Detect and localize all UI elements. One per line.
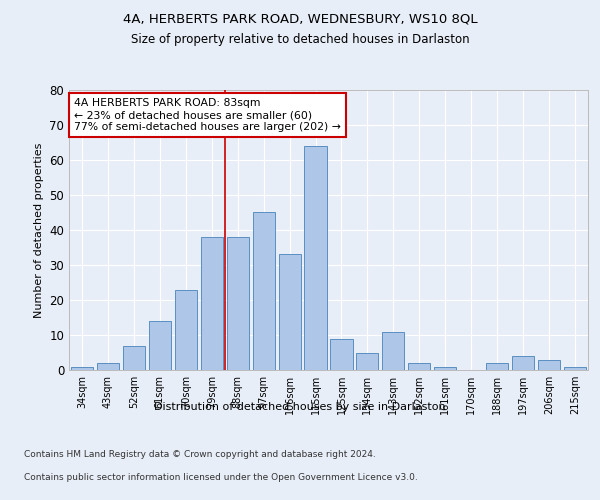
Text: Size of property relative to detached houses in Darlaston: Size of property relative to detached ho… — [131, 32, 469, 46]
Bar — [278, 254, 301, 370]
Text: 4A HERBERTS PARK ROAD: 83sqm
← 23% of detached houses are smaller (60)
77% of se: 4A HERBERTS PARK ROAD: 83sqm ← 23% of de… — [74, 98, 341, 132]
Bar — [149, 321, 171, 370]
Bar — [486, 363, 508, 370]
Text: Contains HM Land Registry data © Crown copyright and database right 2024.: Contains HM Land Registry data © Crown c… — [24, 450, 376, 459]
Bar — [227, 237, 249, 370]
Bar — [512, 356, 534, 370]
Bar — [253, 212, 275, 370]
Bar — [356, 352, 379, 370]
Bar — [97, 363, 119, 370]
Bar — [434, 366, 457, 370]
Bar — [200, 237, 223, 370]
Bar — [71, 366, 93, 370]
Text: Distribution of detached houses by size in Darlaston: Distribution of detached houses by size … — [154, 402, 446, 412]
Bar — [175, 290, 197, 370]
Bar — [123, 346, 145, 370]
Bar — [304, 146, 326, 370]
Bar — [564, 366, 586, 370]
Bar — [538, 360, 560, 370]
Text: Contains public sector information licensed under the Open Government Licence v3: Contains public sector information licen… — [24, 472, 418, 482]
Text: 4A, HERBERTS PARK ROAD, WEDNESBURY, WS10 8QL: 4A, HERBERTS PARK ROAD, WEDNESBURY, WS10… — [122, 12, 478, 26]
Bar — [382, 332, 404, 370]
Y-axis label: Number of detached properties: Number of detached properties — [34, 142, 44, 318]
Bar — [408, 363, 430, 370]
Bar — [331, 338, 353, 370]
